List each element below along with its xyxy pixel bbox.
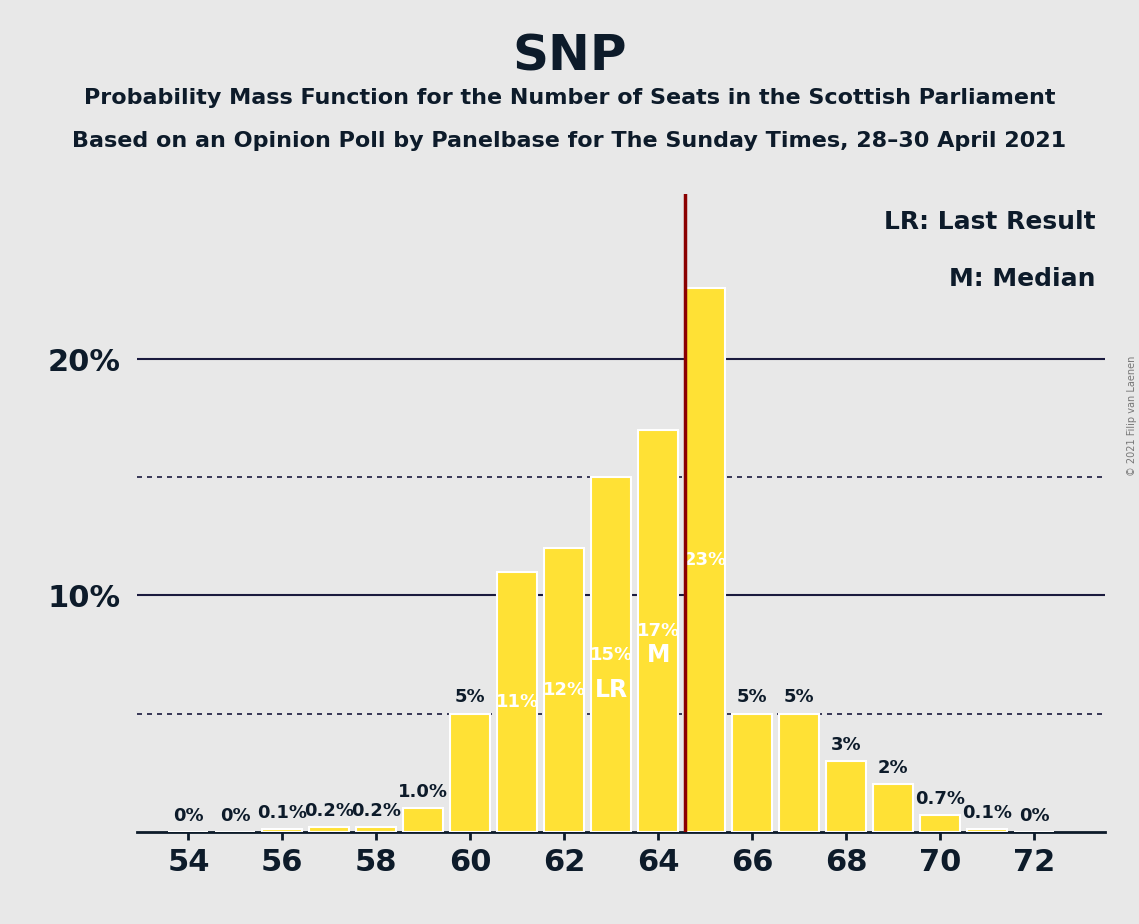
- Bar: [732, 713, 772, 832]
- Text: LR: LR: [595, 678, 628, 702]
- Text: 0%: 0%: [173, 807, 204, 824]
- Bar: [779, 713, 819, 832]
- Bar: [310, 827, 350, 832]
- Text: © 2021 Filip van Laenen: © 2021 Filip van Laenen: [1126, 356, 1137, 476]
- Bar: [403, 808, 443, 832]
- Text: 0.1%: 0.1%: [257, 804, 308, 822]
- Bar: [967, 829, 1007, 832]
- Text: 17%: 17%: [637, 622, 680, 640]
- Bar: [450, 713, 490, 832]
- Bar: [591, 478, 631, 832]
- Bar: [920, 815, 960, 832]
- Text: M: M: [647, 642, 670, 666]
- Bar: [498, 572, 538, 832]
- Bar: [262, 829, 302, 832]
- Text: 0.2%: 0.2%: [351, 802, 401, 820]
- Text: 0.1%: 0.1%: [962, 804, 1013, 822]
- Text: M: Median: M: Median: [949, 267, 1095, 291]
- Text: 5%: 5%: [737, 688, 768, 707]
- Bar: [686, 288, 726, 832]
- Text: 2%: 2%: [878, 760, 909, 777]
- Text: 0.7%: 0.7%: [916, 790, 966, 808]
- Bar: [827, 760, 867, 832]
- Text: 5%: 5%: [456, 688, 485, 707]
- Text: LR: Last Result: LR: Last Result: [884, 210, 1095, 234]
- Text: 15%: 15%: [590, 646, 633, 663]
- Text: 5%: 5%: [784, 688, 814, 707]
- Text: 3%: 3%: [831, 736, 862, 754]
- Text: 0.2%: 0.2%: [304, 802, 354, 820]
- Bar: [638, 431, 679, 832]
- Text: 11%: 11%: [495, 693, 539, 711]
- Text: 1.0%: 1.0%: [399, 783, 449, 801]
- Text: 23%: 23%: [683, 551, 727, 569]
- Text: 0%: 0%: [1019, 807, 1050, 824]
- Text: Probability Mass Function for the Number of Seats in the Scottish Parliament: Probability Mass Function for the Number…: [84, 88, 1055, 108]
- Text: 0%: 0%: [220, 807, 251, 824]
- Text: 12%: 12%: [543, 681, 585, 699]
- Text: Based on an Opinion Poll by Panelbase for The Sunday Times, 28–30 April 2021: Based on an Opinion Poll by Panelbase fo…: [73, 131, 1066, 152]
- Bar: [544, 548, 584, 832]
- Bar: [357, 827, 396, 832]
- Bar: [874, 784, 913, 832]
- Text: SNP: SNP: [513, 32, 626, 80]
